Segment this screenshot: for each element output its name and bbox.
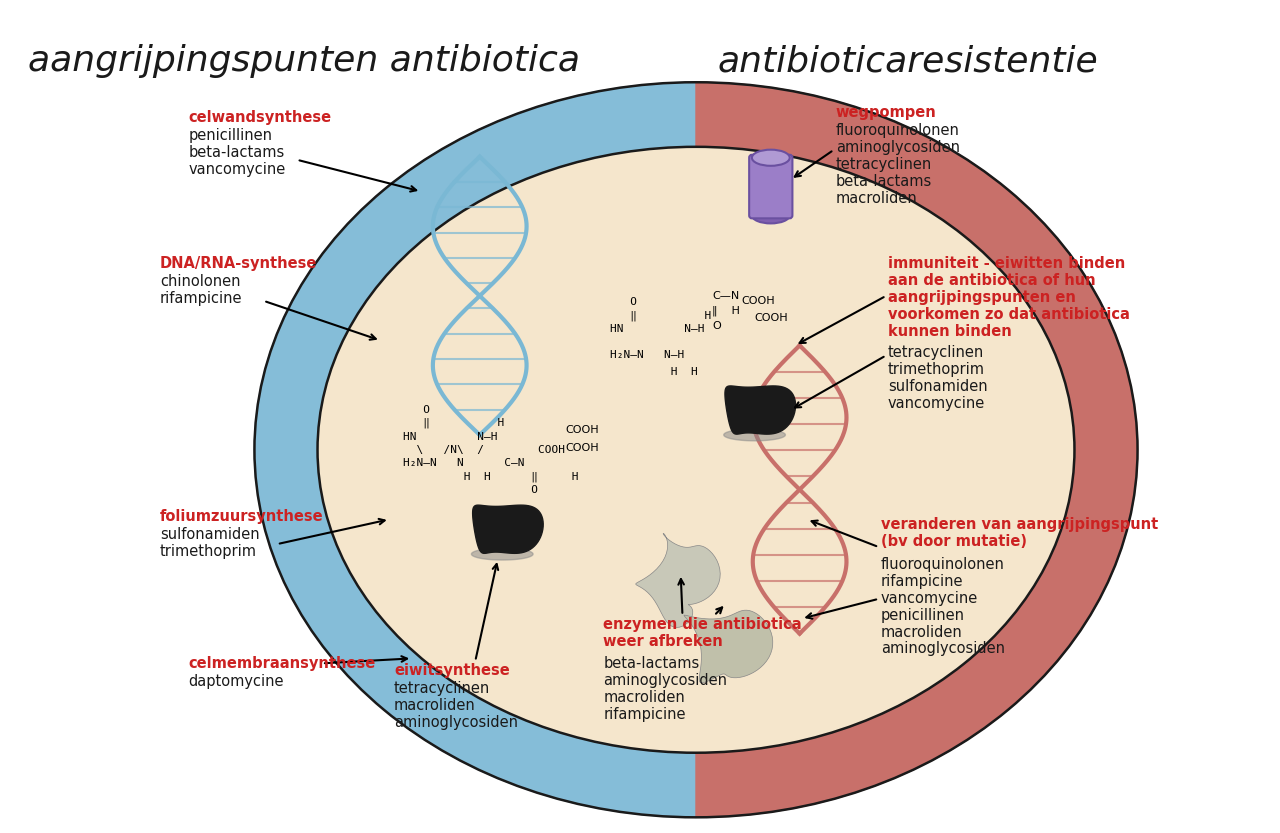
Text: COOH: COOH [566,443,599,453]
Text: weer afbreken: weer afbreken [603,634,723,649]
Text: tetracyclinen: tetracyclinen [836,157,932,172]
Text: vancomycine: vancomycine [888,397,986,412]
Polygon shape [696,82,1138,817]
Text: rifampicine: rifampicine [881,574,964,589]
Text: tetracyclinen: tetracyclinen [394,681,490,696]
Text: chinolonen: chinolonen [160,274,241,289]
Text: penicillinen: penicillinen [188,128,273,143]
Text: tetracyclinen: tetracyclinen [888,346,984,361]
Text: celwandsynthese: celwandsynthese [188,110,332,125]
Text: antibioticaresistentie: antibioticaresistentie [717,44,1098,78]
Text: aminoglycosiden: aminoglycosiden [881,641,1005,656]
Text: wegpompen: wegpompen [836,105,937,120]
Text: macroliden: macroliden [603,691,685,706]
Text: daptomycine: daptomycine [188,674,284,689]
Polygon shape [471,548,532,560]
Text: aangrijpingspunten antibiotica: aangrijpingspunten antibiotica [28,44,580,78]
Text: immuniteit - eiwitten binden: immuniteit - eiwitten binden [888,256,1125,271]
Text: trimethoprim: trimethoprim [888,362,984,377]
Text: aminoglycosiden: aminoglycosiden [394,715,518,730]
Text: sulfonamiden: sulfonamiden [888,379,988,394]
Text: DNA/RNA-synthese: DNA/RNA-synthese [160,256,317,271]
Text: COOH: COOH [741,296,774,306]
Text: kunnen binden: kunnen binden [888,324,1011,339]
Text: aan de antibiotica of hun: aan de antibiotica of hun [888,273,1096,288]
Polygon shape [636,533,721,627]
Text: H  H: H H [611,367,698,377]
Text: aangrijpingspunten en: aangrijpingspunten en [888,290,1075,305]
Text: voorkomen zo dat antibiotica: voorkomen zo dat antibiotica [888,307,1130,322]
Text: aminoglycosiden: aminoglycosiden [836,140,960,155]
Polygon shape [472,505,543,553]
Text: eiwitsynthese: eiwitsynthese [394,663,509,678]
Text: macroliden: macroliden [881,625,963,640]
Text: rifampicine: rifampicine [603,707,686,722]
Text: COOH: COOH [566,425,599,435]
Ellipse shape [317,147,1074,753]
FancyBboxPatch shape [749,155,792,218]
Text: sulfonamiden: sulfonamiden [160,527,260,542]
Text: beta-lactams: beta-lactams [603,656,699,671]
Text: vancomycine: vancomycine [188,162,285,177]
Text: macroliden: macroliden [394,698,476,713]
Text: COOH: COOH [755,312,788,322]
Text: (bv door mutatie): (bv door mutatie) [881,534,1027,549]
Polygon shape [684,611,773,683]
Polygon shape [724,386,796,434]
Text: foliumzuursynthese: foliumzuursynthese [160,509,324,525]
Text: celmembraansynthese: celmembraansynthese [188,656,376,671]
Text: O
   ‖          H
HN         N—H: O ‖ H HN N—H [611,297,712,334]
Text: rifampicine: rifampicine [160,291,242,306]
Text: ‖    H: ‖ H [712,306,740,316]
Text: trimethoprim: trimethoprim [160,544,257,559]
Text: beta-lactams: beta-lactams [836,173,932,188]
Text: fluoroquinolonen: fluoroquinolonen [881,557,1005,572]
Text: beta-lactams: beta-lactams [188,145,285,160]
Text: enzymen die antibiotica: enzymen die antibiotica [603,616,801,631]
Text: H₂N—N   N—H: H₂N—N N—H [611,351,685,361]
Ellipse shape [751,150,790,166]
Text: macroliden: macroliden [836,191,918,206]
Text: penicillinen: penicillinen [881,608,965,623]
Polygon shape [723,429,786,441]
Text: vancomycine: vancomycine [881,591,978,606]
Text: O
   ‖          H
HN         N—H
  \   /N\  /        COOH
H₂N—N   N      C—N
   : O ‖ H HN N—H \ /N\ / COOH H₂N—N N C—N [403,405,579,495]
Text: O: O [712,321,721,331]
Text: aminoglycosiden: aminoglycosiden [603,673,727,688]
Text: fluoroquinolonen: fluoroquinolonen [836,123,960,138]
Polygon shape [255,82,696,817]
Text: C—N: C—N [712,291,740,301]
Text: veranderen van aangrijpingspunt: veranderen van aangrijpingspunt [881,517,1158,532]
Ellipse shape [751,207,790,223]
